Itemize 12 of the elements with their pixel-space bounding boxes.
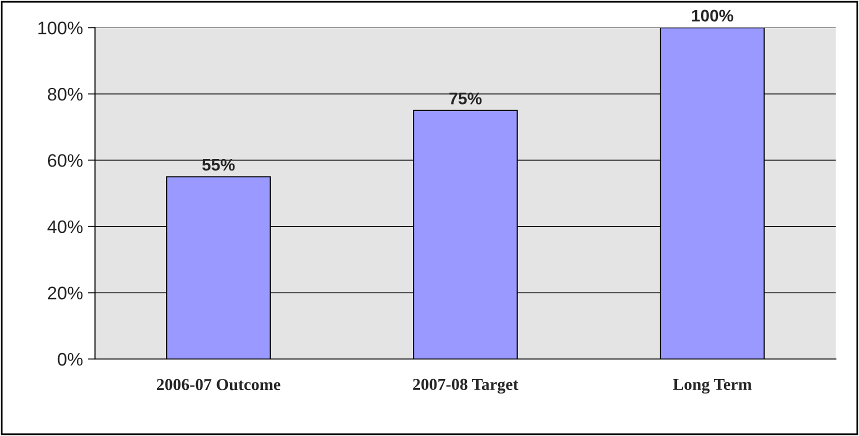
data-label: 55%: [202, 158, 235, 171]
y-tick-label: 100%: [38, 22, 83, 34]
y-tick-label: 20%: [48, 286, 83, 300]
data-label: 75%: [449, 92, 482, 104]
x-tick-label: 2006-07 Outcome: [156, 378, 280, 390]
x-tick-label: 2007-08 Target: [413, 378, 518, 394]
y-tick-label: 80%: [48, 88, 83, 101]
y-tick-label: 60%: [48, 154, 83, 167]
data-label: 100%: [692, 10, 734, 22]
y-tick-label: 0%: [58, 352, 83, 366]
x-tick-label: Long Term: [673, 378, 752, 394]
y-tick-label: 40%: [47, 220, 83, 234]
